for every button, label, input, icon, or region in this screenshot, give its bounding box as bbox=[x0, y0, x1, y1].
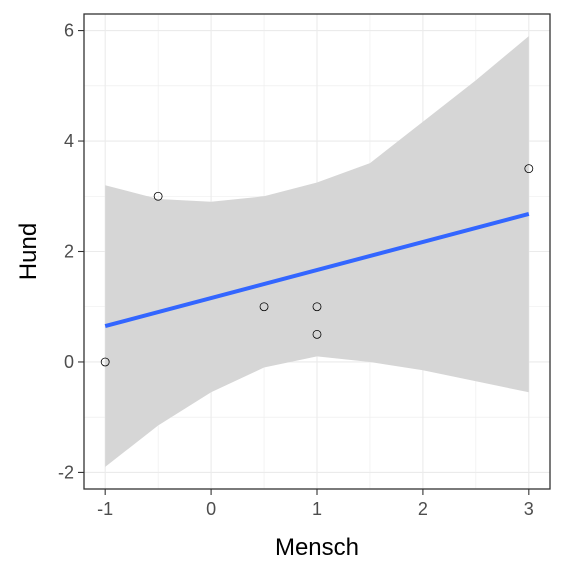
y-tick-label: 4 bbox=[64, 131, 74, 151]
data-point bbox=[524, 164, 534, 174]
x-tick-label: -1 bbox=[97, 499, 113, 519]
confidence-band-layer bbox=[105, 36, 529, 467]
x-tick-label: 1 bbox=[312, 499, 322, 519]
data-point bbox=[259, 302, 269, 312]
data-point bbox=[312, 302, 322, 312]
x-tick-label: 2 bbox=[418, 499, 428, 519]
x-tick-label: 3 bbox=[524, 499, 534, 519]
points-layer bbox=[100, 164, 534, 367]
confidence-band bbox=[105, 36, 529, 467]
axes: -1 0 1 2 3 -2 0 2 4 6 bbox=[58, 21, 534, 519]
y-tick-label: 2 bbox=[64, 242, 74, 262]
data-point bbox=[153, 191, 163, 201]
y-axis-title: Hund bbox=[15, 223, 42, 280]
fit-line-layer bbox=[104, 212, 530, 328]
x-axis-title: Mensch bbox=[275, 534, 359, 561]
y-tick-label: 6 bbox=[64, 21, 74, 41]
regression-line bbox=[104, 212, 530, 328]
x-tick-label: 0 bbox=[206, 499, 216, 519]
data-point bbox=[312, 329, 322, 339]
data-point bbox=[100, 357, 110, 367]
y-tick-label: 0 bbox=[64, 352, 74, 372]
y-tick-label: -2 bbox=[58, 462, 74, 482]
